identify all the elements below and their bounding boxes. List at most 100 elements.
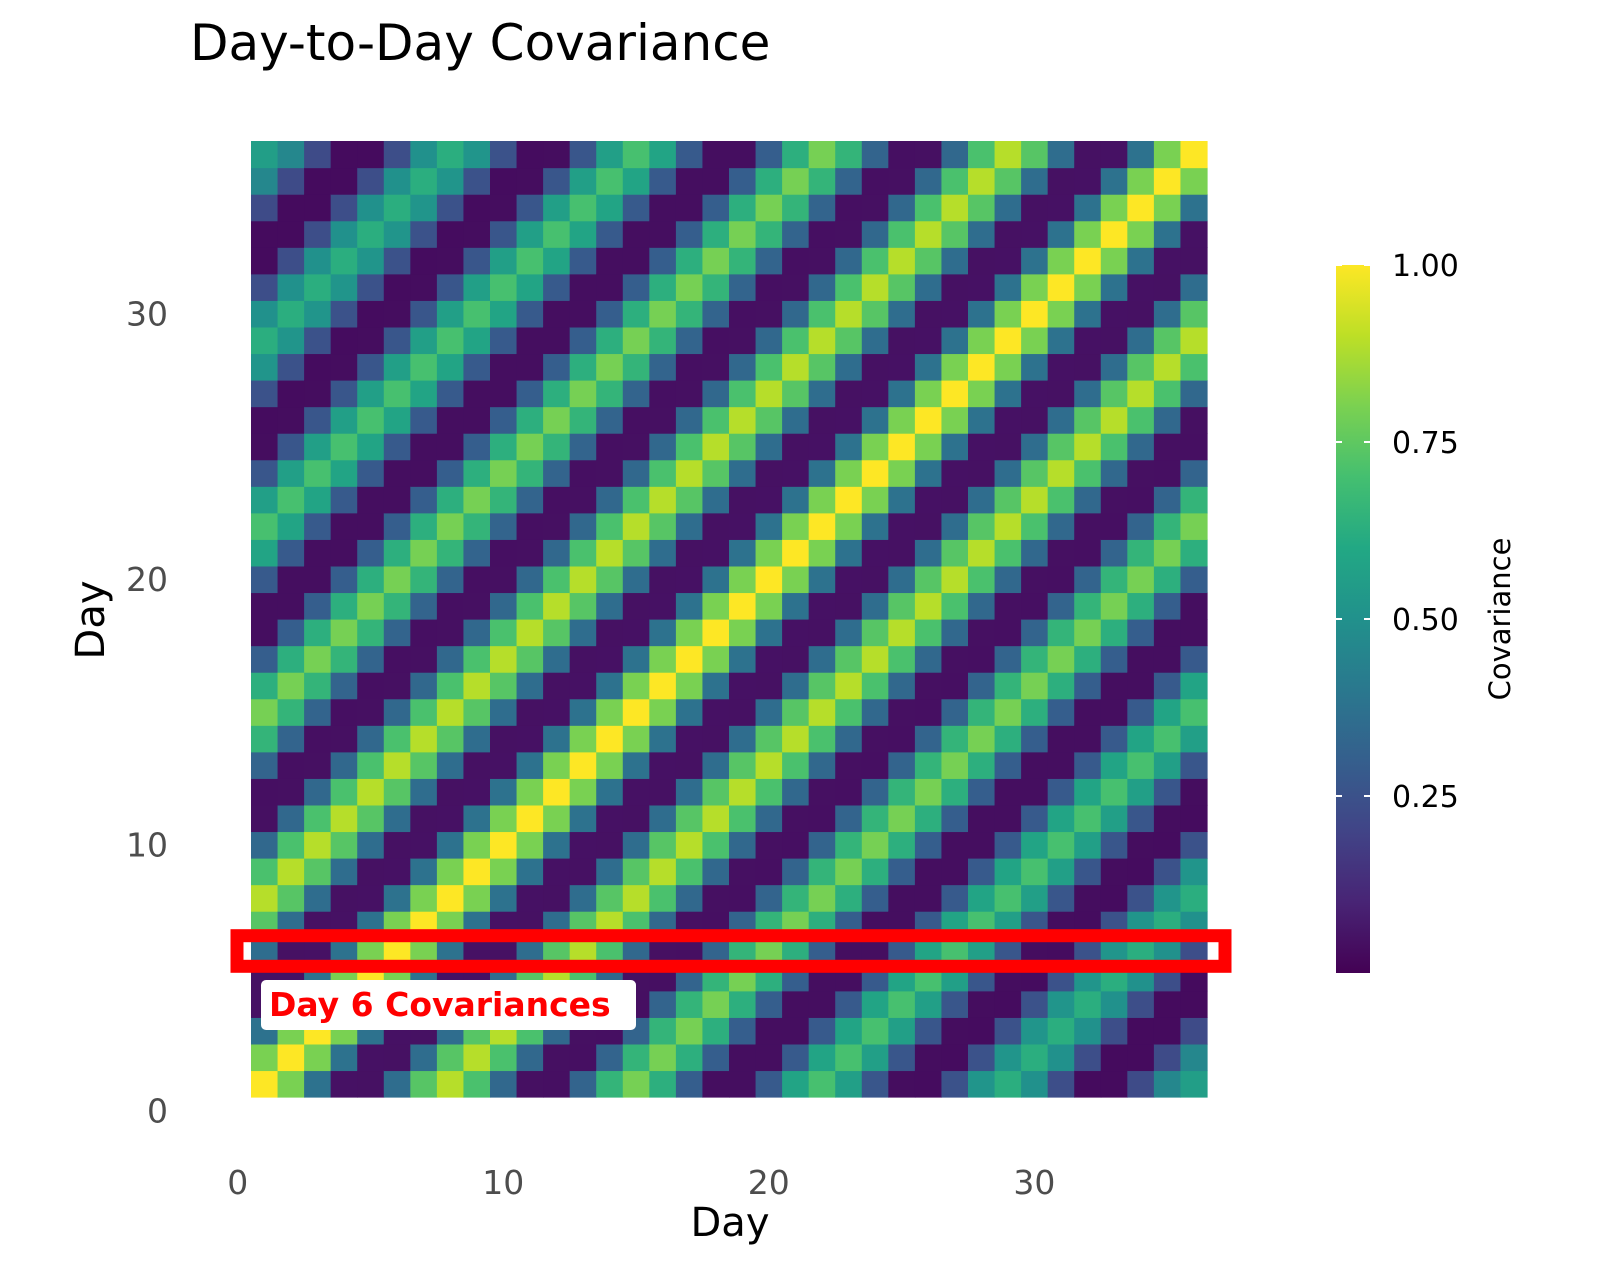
heatmap-cell xyxy=(914,406,943,434)
heatmap-cell xyxy=(702,831,730,859)
heatmap-cell xyxy=(410,565,438,594)
heatmap-cell xyxy=(994,990,1022,1018)
heatmap-cell xyxy=(357,194,385,222)
heatmap-cell xyxy=(251,884,279,912)
heatmap-cell xyxy=(1127,619,1155,647)
heatmap-cell xyxy=(436,220,465,248)
heatmap-cell xyxy=(702,459,730,487)
heatmap-cell xyxy=(596,406,624,434)
heatmap-cell xyxy=(755,512,783,540)
heatmap-cell xyxy=(277,565,305,594)
heatmap-cell xyxy=(941,592,969,620)
heatmap-cell xyxy=(251,353,279,381)
heatmap-cell xyxy=(1100,619,1128,647)
heatmap-cell xyxy=(729,698,757,726)
heatmap-cell xyxy=(1021,884,1049,912)
heatmap-cell xyxy=(410,592,438,620)
heatmap-cell xyxy=(968,220,996,248)
heatmap-cell xyxy=(675,672,704,700)
heatmap-cell xyxy=(1127,353,1155,381)
heatmap-cell xyxy=(861,858,889,886)
colorbar-tick-label: 1.00 xyxy=(1392,249,1459,284)
heatmap-cell xyxy=(649,220,677,248)
heatmap-cell xyxy=(835,645,863,673)
heatmap-cell xyxy=(1100,194,1128,222)
heatmap-cell xyxy=(1074,645,1102,673)
heatmap-cell xyxy=(941,406,969,434)
heatmap-cell xyxy=(622,645,650,673)
heatmap-cell xyxy=(1100,380,1128,408)
heatmap-cell xyxy=(1180,539,1208,567)
heatmap-cell xyxy=(304,512,332,540)
heatmap-cell xyxy=(941,1017,969,1045)
heatmap-cell xyxy=(357,220,385,248)
heatmap-cell xyxy=(251,459,279,487)
heatmap-cell xyxy=(1021,778,1049,806)
heatmap-cell xyxy=(1074,247,1102,275)
heatmap-cell xyxy=(968,672,996,700)
heatmap-cell xyxy=(357,831,385,859)
heatmap-cell xyxy=(994,486,1022,514)
heatmap-cell xyxy=(357,300,385,328)
heatmap-cell xyxy=(357,247,385,275)
heatmap-cell xyxy=(596,565,624,594)
colorbar-title: Covariance xyxy=(1483,538,1517,701)
heatmap-cell xyxy=(1021,433,1049,461)
heatmap-cell xyxy=(304,804,332,833)
heatmap-cell xyxy=(596,778,624,806)
annotation-label: Day 6 Covariances xyxy=(269,985,611,1024)
heatmap-cell xyxy=(383,884,411,912)
heatmap-cell xyxy=(941,565,969,594)
heatmap-cell xyxy=(914,565,943,594)
heatmap-cell xyxy=(729,592,757,620)
heatmap-cell xyxy=(1153,326,1182,355)
heatmap-cell xyxy=(463,778,491,806)
heatmap-cell xyxy=(1153,565,1182,594)
heatmap-cell xyxy=(410,645,438,673)
heatmap-cell xyxy=(1074,725,1102,753)
heatmap-cell xyxy=(596,804,624,833)
heatmap-cell xyxy=(702,512,730,540)
heatmap-cell xyxy=(596,751,624,779)
heatmap-cell xyxy=(782,539,810,567)
heatmap-cell xyxy=(383,645,411,673)
heatmap-cell xyxy=(888,512,916,540)
heatmap-cell xyxy=(1153,247,1182,275)
heatmap-cell xyxy=(277,433,305,461)
heatmap-cell xyxy=(1153,990,1182,1018)
heatmap-cell xyxy=(675,459,704,487)
heatmap-cell xyxy=(968,167,996,195)
heatmap-cell xyxy=(304,565,332,594)
heatmap-cell xyxy=(543,619,571,647)
heatmap-cell xyxy=(357,406,385,434)
heatmap-cell xyxy=(782,406,810,434)
heatmap-cell xyxy=(888,406,916,434)
heatmap-cell xyxy=(861,592,889,620)
heatmap-cell xyxy=(1021,353,1049,381)
heatmap-cell xyxy=(1127,273,1155,301)
heatmap-cell xyxy=(463,194,491,222)
heatmap-cell xyxy=(1074,698,1102,726)
heatmap-cell xyxy=(1180,486,1208,514)
heatmap-cell xyxy=(649,167,677,195)
heatmap-cell xyxy=(569,672,597,700)
heatmap-cell xyxy=(968,433,996,461)
heatmap-cell xyxy=(410,698,438,726)
heatmap-cell xyxy=(861,725,889,753)
heatmap-cell xyxy=(782,831,810,859)
heatmap-cell xyxy=(888,698,916,726)
heatmap-cell xyxy=(888,141,916,169)
heatmap-cell xyxy=(1153,1017,1182,1045)
heatmap-cell xyxy=(941,1043,969,1072)
heatmap-cell xyxy=(1074,1043,1102,1072)
heatmap-cell xyxy=(808,751,836,779)
heatmap-cell xyxy=(304,167,332,195)
heatmap-cell xyxy=(463,619,491,647)
heatmap-cell xyxy=(1100,326,1128,355)
heatmap-cell xyxy=(543,751,571,779)
heatmap-cell xyxy=(1180,459,1208,487)
heatmap-cell xyxy=(702,539,730,567)
heatmap-cell xyxy=(835,778,863,806)
heatmap-cell xyxy=(994,592,1022,620)
